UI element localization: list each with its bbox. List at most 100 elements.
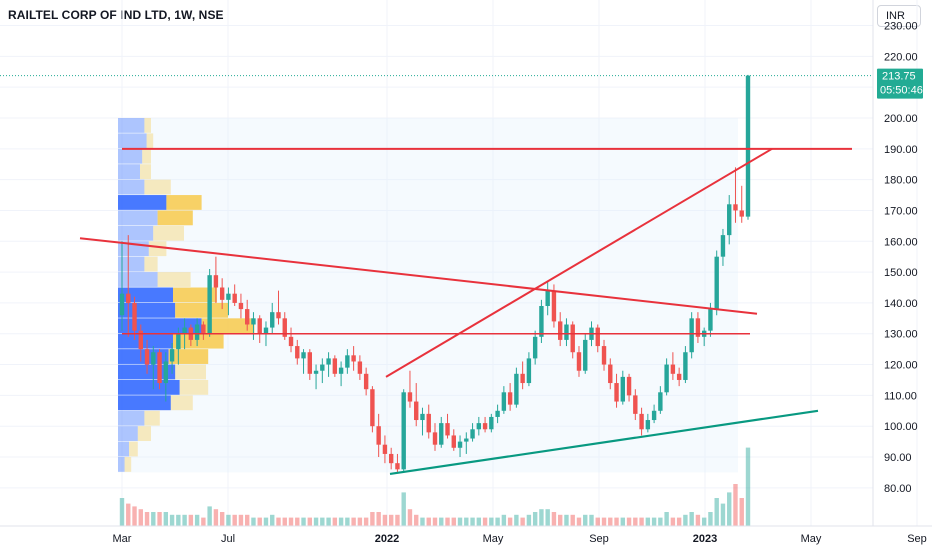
candle-body	[576, 352, 582, 371]
candle-body	[626, 376, 632, 396]
volume-bar	[745, 447, 751, 526]
volume-profile-bar-down	[166, 195, 202, 210]
candle-body	[176, 333, 181, 350]
volume-bar	[414, 514, 419, 526]
candle-body	[370, 389, 375, 427]
volume-bar	[426, 517, 431, 526]
volume-profile-bar-down	[137, 426, 151, 442]
volume-profile-bar-down	[144, 410, 160, 426]
candle-body	[733, 204, 738, 211]
y-tick-label: 170.00	[884, 205, 918, 217]
candle-body	[201, 324, 206, 334]
volume-bar	[539, 509, 544, 526]
volume-profile-bar-down	[129, 441, 138, 457]
candle-body	[270, 312, 275, 328]
volume-bar	[564, 514, 569, 526]
candle-body	[144, 349, 150, 365]
volume-bar	[739, 498, 744, 526]
candle-body	[595, 327, 600, 347]
candle-body	[345, 355, 350, 368]
volume-bar	[714, 498, 719, 526]
candle-body	[651, 410, 657, 421]
volume-profile-bar-up	[118, 302, 176, 318]
volume-bar	[157, 512, 162, 526]
candle-body	[132, 302, 137, 331]
currency-button[interactable]: INR	[877, 5, 921, 27]
candle-body	[526, 358, 532, 384]
candle-body	[695, 318, 701, 337]
y-tick-label: 180.00	[884, 175, 918, 187]
volume-profile-bar-up	[118, 333, 173, 349]
y-tick-label: 150.00	[884, 267, 918, 279]
candle-body	[295, 346, 300, 359]
volume-profile-bar-down	[173, 287, 217, 303]
candle-body	[658, 392, 663, 411]
candle-body	[313, 370, 319, 374]
candle-body	[545, 290, 550, 307]
candle-body	[182, 327, 187, 334]
candle-body	[608, 364, 613, 384]
volume-bar	[245, 514, 250, 526]
x-tick-label: 2023	[693, 533, 717, 545]
volume-profile-bar-down	[144, 179, 171, 195]
candle-body	[401, 392, 406, 470]
volume-bar	[558, 514, 563, 526]
volume-profile-bar-up	[118, 179, 145, 195]
volume-bar	[382, 514, 388, 526]
volume-profile-bar-up	[118, 210, 158, 226]
volume-bar	[370, 512, 375, 526]
volume-bar	[601, 517, 607, 526]
candle-body	[351, 355, 356, 362]
volume-bar	[464, 517, 469, 526]
candle-body	[739, 210, 744, 217]
volume-profile-bar-down	[179, 379, 209, 395]
volume-bar	[733, 484, 738, 526]
volume-profile-bar-up	[118, 457, 125, 472]
volume-bar	[720, 503, 726, 526]
volume-bar	[683, 514, 688, 526]
volume-bar	[169, 514, 175, 526]
candle-body	[119, 293, 125, 316]
volume-profile-bar-down	[124, 457, 132, 472]
candle-body	[558, 321, 563, 340]
volume-bar	[689, 512, 694, 526]
volume-profile-bar-up	[118, 148, 143, 164]
volume-bar	[388, 514, 394, 526]
candle-body	[301, 352, 306, 359]
volume-bar	[213, 509, 219, 526]
volume-profile-bar-up	[118, 118, 145, 133]
volume-bar	[526, 514, 532, 526]
volume-profile-bar-down	[140, 164, 151, 180]
candle-body	[476, 423, 482, 430]
volume-profile-bar-up	[118, 272, 158, 287]
volume-profile-bar-up	[118, 379, 180, 395]
volume-bar	[395, 514, 400, 526]
volume-profile-bar-down	[170, 395, 193, 411]
candle-body	[551, 290, 557, 322]
volume-bar	[295, 517, 300, 526]
candle-body	[570, 324, 575, 353]
volume-bar	[639, 517, 644, 526]
volume-profile-bar-down	[142, 148, 151, 164]
volume-profile-bar-down	[157, 272, 191, 287]
candle-body	[501, 392, 507, 411]
volume-bar	[645, 517, 651, 526]
bar-countdown-label: 05:50:46	[880, 85, 923, 97]
y-tick-label: 100.00	[884, 421, 918, 433]
candle-body	[464, 438, 469, 442]
candle-body	[720, 235, 726, 257]
volume-bar	[570, 514, 575, 526]
candle-body	[614, 383, 619, 402]
x-tick-label: May	[483, 533, 504, 545]
volume-bar	[226, 514, 231, 526]
volume-bar	[701, 517, 707, 526]
x-tick-label: Sep	[589, 533, 609, 545]
candle-body	[633, 395, 638, 414]
candle-body	[276, 312, 281, 319]
volume-bar	[263, 517, 269, 526]
volume-bar	[163, 512, 169, 526]
candle-body	[307, 352, 312, 374]
candle-body	[539, 306, 544, 337]
volume-bar	[489, 517, 494, 526]
